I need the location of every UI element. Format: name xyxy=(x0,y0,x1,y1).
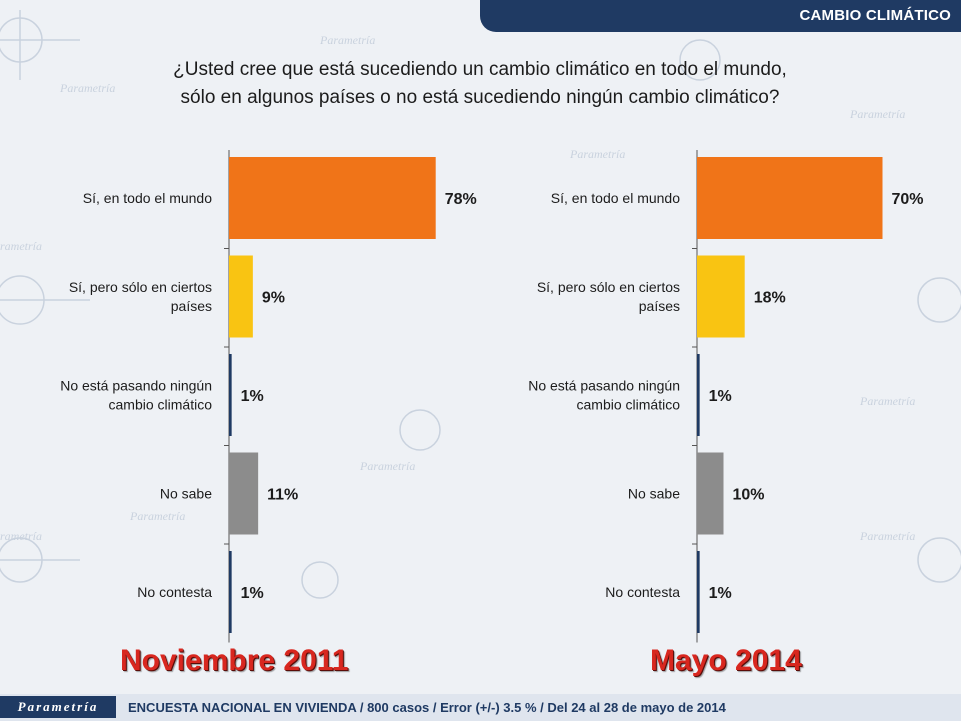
category-label: No contesta xyxy=(605,584,680,600)
bar xyxy=(229,551,232,633)
category-label: No sabe xyxy=(628,486,680,502)
question-line-1: ¿Usted cree que está sucediendo un cambi… xyxy=(173,59,787,80)
svg-text:Parametría: Parametría xyxy=(319,33,375,47)
svg-text:rametría: rametría xyxy=(0,239,42,253)
period-title-2011: Noviembre 2011 xyxy=(120,644,349,677)
svg-text:Parametría: Parametría xyxy=(129,509,185,523)
footer-survey-note: ENCUESTA NACIONAL EN VIVIENDA / 800 caso… xyxy=(128,700,726,715)
category-label: Sí, en todo el mundo xyxy=(551,190,680,206)
value-label: 70% xyxy=(892,191,924,208)
question-text: ¿Usted cree que está sucediendo un cambi… xyxy=(120,56,840,112)
footer-bar xyxy=(0,694,961,721)
category-label: Sí, en todo el mundo xyxy=(83,190,212,206)
bar xyxy=(697,157,883,239)
value-label: 1% xyxy=(709,388,732,405)
value-label: 9% xyxy=(262,290,285,307)
category-label: Sí, pero sólo en ciertos países xyxy=(69,279,212,314)
bar xyxy=(229,354,232,436)
bar xyxy=(697,255,745,338)
svg-text:Parametría: Parametría xyxy=(59,81,115,95)
svg-text:Parametría: Parametría xyxy=(849,107,905,121)
bar xyxy=(229,452,259,535)
category-label: Sí, pero sólo en ciertos países xyxy=(537,279,680,314)
svg-text:Parametría: Parametría xyxy=(359,459,415,473)
value-label: 11% xyxy=(267,487,298,504)
category-label: No contesta xyxy=(137,584,212,600)
bar xyxy=(697,452,724,535)
bar xyxy=(697,354,700,436)
section-banner: CAMBIO CLIMÁTICO xyxy=(480,0,961,32)
value-label: 18% xyxy=(754,290,786,307)
svg-text:Parametría: Parametría xyxy=(859,394,915,408)
value-label: 1% xyxy=(709,585,732,602)
value-label: 10% xyxy=(733,487,765,504)
parametria-logo: Parametría xyxy=(0,696,116,718)
chart-2011: Sí, en todo el mundo 78% Sí, pero sólo en … xyxy=(60,150,477,643)
category-label: No está pasando ningún cambio climático xyxy=(60,378,212,413)
category-label: No sabe xyxy=(160,486,212,502)
bar xyxy=(697,551,700,633)
period-title-2014: Mayo 2014 xyxy=(650,644,802,677)
chart-2014: Sí, en todo el mundo 70% Sí, pero sólo en … xyxy=(528,150,924,643)
value-label: 78% xyxy=(445,191,477,208)
section-title: CAMBIO CLIMÁTICO xyxy=(799,7,951,24)
question-line-2: sólo en algunos países o no está sucedie… xyxy=(180,87,780,108)
category-label: No está pasando ningún cambio climático xyxy=(528,378,680,413)
svg-text:rametría: rametría xyxy=(0,529,42,543)
svg-text:Parametría: Parametría xyxy=(859,529,915,543)
svg-text:Parametría: Parametría xyxy=(569,147,625,161)
value-label: 1% xyxy=(241,388,264,405)
bar xyxy=(229,255,253,338)
bar xyxy=(229,157,436,239)
value-label: 1% xyxy=(241,585,264,602)
